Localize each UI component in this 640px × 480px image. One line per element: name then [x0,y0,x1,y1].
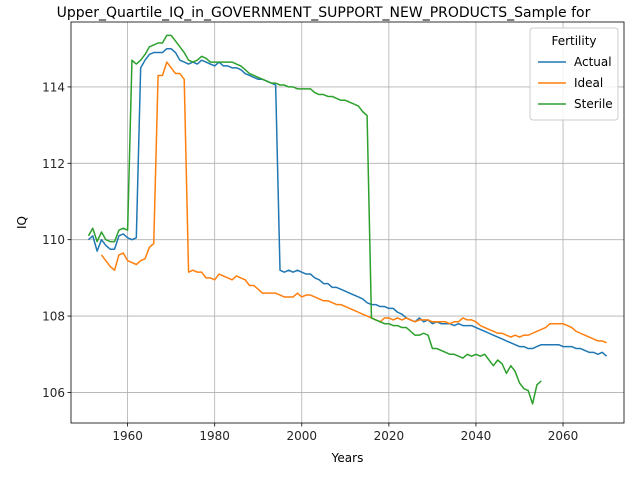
series-line-sterile [87,34,542,405]
x-tick-label: 2020 [374,429,405,443]
series-line-ideal [100,61,607,344]
y-tick-label: 114 [42,80,65,94]
y-tick-label: 112 [42,157,65,171]
x-tick-label: 1960 [112,429,143,443]
legend-label-ideal: Ideal [574,76,603,90]
legend-label-actual: Actual [574,55,612,69]
x-tick-label: 2060 [548,429,579,443]
legend-title: Fertility [551,34,596,48]
x-axis-title: Years [331,451,364,465]
legend: Fertility Actual Ideal Sterile [529,27,619,121]
y-tick-label: 108 [42,310,65,324]
y-tick-label: 110 [42,233,65,247]
legend-box [529,27,619,121]
chart-title: Upper_Quartile_IQ_in_GOVERNMENT_SUPPORT_… [57,5,591,21]
plot-frame [70,21,625,424]
series-lines [87,34,608,405]
series-line-actual [87,47,608,357]
x-axis: 1960 1980 2000 2020 2040 2060 [112,423,578,443]
y-axis-title: IQ [15,216,29,229]
x-tick-label: 2000 [287,429,318,443]
y-axis: 106 108 110 112 114 [42,80,71,400]
legend-label-sterile: Sterile [574,97,613,111]
x-tick-label: 1980 [199,429,230,443]
y-tick-label: 106 [42,386,65,400]
x-tick-label: 2040 [461,429,492,443]
